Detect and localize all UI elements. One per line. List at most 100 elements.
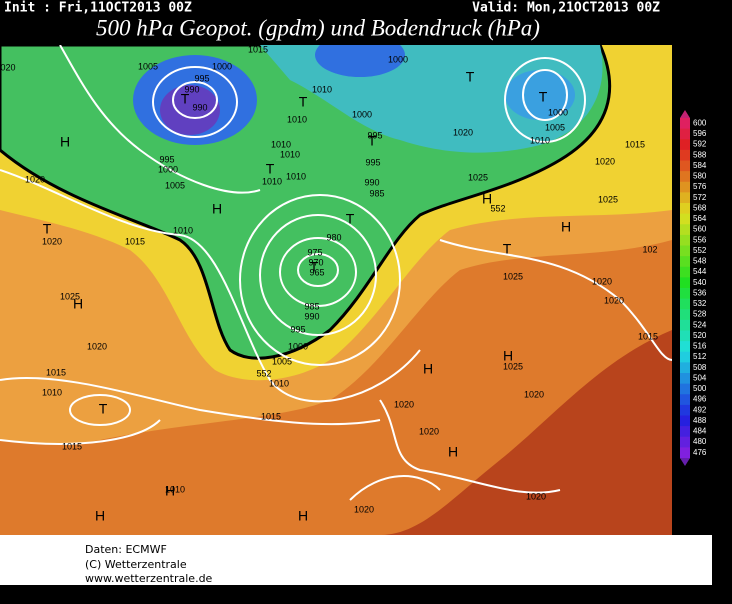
footer-line: (C) Wetterzentrale bbox=[85, 558, 187, 571]
isobar-label: 1025 bbox=[503, 271, 523, 281]
isobar-label: 1010 bbox=[165, 484, 185, 494]
colorbar-label: 480 bbox=[693, 437, 707, 446]
isobar-label: 1000 bbox=[212, 61, 232, 71]
map: 020 1005 1000995990990T10151000TT100010051… bbox=[0, 44, 672, 535]
colorbar-label: 520 bbox=[693, 331, 707, 340]
colorbar-swatch bbox=[680, 319, 690, 331]
field-purple bbox=[160, 85, 220, 135]
isobar-label: 1010 bbox=[286, 171, 306, 181]
isobar-label: 1010 bbox=[173, 225, 193, 235]
isobar-label: 1005 bbox=[272, 356, 292, 366]
colorbar-swatch bbox=[680, 224, 690, 236]
colorbar-label: 492 bbox=[693, 405, 707, 414]
colorbar-label: 476 bbox=[693, 448, 707, 457]
pressure-center: T bbox=[346, 211, 355, 227]
pressure-center: H bbox=[561, 219, 571, 235]
colorbar-swatch bbox=[680, 394, 690, 406]
isobar-label: 990 bbox=[304, 311, 319, 321]
isobar-label: 1015 bbox=[62, 441, 82, 451]
colorbar-swatch bbox=[680, 277, 690, 289]
isobar-label: 1000 bbox=[388, 54, 408, 64]
isobar-label: 1020 bbox=[354, 504, 374, 514]
isobar-label: 1020 bbox=[394, 399, 414, 409]
isobar-label: 020 bbox=[0, 62, 15, 72]
pressure-center: H bbox=[95, 508, 105, 524]
isobar-label: 1020 bbox=[42, 236, 62, 246]
map-title: 500 hPa Geopot. (gpdm) und Bodendruck (h… bbox=[96, 15, 540, 40]
colorbar-label: 568 bbox=[693, 203, 707, 212]
isobar-label: 1010 bbox=[312, 84, 332, 94]
colorbar-swatch bbox=[680, 160, 690, 172]
colorbar-label: 576 bbox=[693, 182, 707, 191]
field-blue bbox=[505, 70, 575, 120]
pressure-center: H bbox=[448, 444, 458, 460]
pressure-center: T bbox=[503, 241, 512, 257]
colorbar-label: 532 bbox=[693, 299, 707, 308]
isobar-label: 1015 bbox=[625, 139, 645, 149]
init-time: Init : Fri,11OCT2013 00Z bbox=[4, 1, 192, 16]
footer-panel bbox=[0, 535, 712, 585]
pressure-center: H bbox=[73, 296, 83, 312]
isobar-label: 1020 bbox=[419, 426, 439, 436]
isobar-label: 990 bbox=[364, 177, 379, 187]
isobar-label: 1010 bbox=[280, 149, 300, 159]
isobar-label: 552 bbox=[490, 203, 505, 213]
isobar-label: 1010 bbox=[287, 114, 307, 124]
isobar-label: 1010 bbox=[271, 139, 291, 149]
colorbar-swatch bbox=[680, 309, 690, 321]
pressure-center: H bbox=[298, 508, 308, 524]
isobar-label: 1005 bbox=[138, 61, 158, 71]
pressure-center: T bbox=[310, 259, 319, 275]
pressure-center: T bbox=[368, 133, 377, 149]
colorbar-label: 584 bbox=[693, 161, 707, 170]
isobar-label: 1025 bbox=[60, 291, 80, 301]
colorbar-swatch bbox=[680, 245, 690, 257]
pressure-center: H bbox=[482, 191, 492, 207]
colorbar-swatch bbox=[680, 362, 690, 374]
colorbar-label: 596 bbox=[693, 129, 707, 138]
colorbar-label: 484 bbox=[693, 427, 707, 436]
colorbar-cap bbox=[680, 458, 690, 466]
colorbar-label: 528 bbox=[693, 310, 707, 319]
isobar-label: 1020 bbox=[453, 127, 473, 137]
colorbar-swatch bbox=[680, 118, 690, 130]
isobar-label: 995 bbox=[367, 130, 382, 140]
colorbar-swatch bbox=[680, 149, 690, 161]
footer-line: Daten: ECMWF bbox=[85, 543, 167, 556]
isobar-label: 1000 bbox=[548, 107, 568, 117]
isobar-label: 1020 bbox=[595, 156, 615, 166]
field-blue bbox=[315, 45, 405, 77]
pressure-center: T bbox=[181, 91, 190, 107]
colorbar-swatch bbox=[680, 181, 690, 193]
colorbar-swatch bbox=[680, 234, 690, 246]
colorbar-label: 572 bbox=[693, 193, 707, 202]
isobar-label: 1015 bbox=[638, 331, 658, 341]
pressure-center: T bbox=[43, 221, 52, 237]
colorbar-label: 592 bbox=[693, 140, 707, 149]
isobar-label: 995 bbox=[194, 73, 209, 83]
colorbar-swatch bbox=[680, 171, 690, 183]
colorbar-label: 536 bbox=[693, 288, 707, 297]
isobar-label: 1015 bbox=[261, 411, 281, 421]
colorbar-label: 496 bbox=[693, 395, 707, 404]
colorbar-swatch bbox=[680, 192, 690, 204]
pressure-center: H bbox=[60, 134, 70, 150]
colorbar-swatch bbox=[680, 373, 690, 385]
colorbar-label: 540 bbox=[693, 278, 707, 287]
isobar-label: 985 bbox=[304, 301, 319, 311]
isobar-label: 1005 bbox=[165, 180, 185, 190]
isobar-label: 1020 bbox=[87, 341, 107, 351]
pressure-center: T bbox=[99, 401, 108, 417]
colorbar-label: 580 bbox=[693, 172, 707, 181]
colorbar-swatch bbox=[680, 383, 690, 395]
colorbar-swatch bbox=[680, 213, 690, 225]
pressure-center: T bbox=[299, 94, 308, 110]
colorbar-label: 552 bbox=[693, 246, 707, 255]
isobar-label: 1020 bbox=[604, 295, 624, 305]
isobar-label: 1010 bbox=[262, 176, 282, 186]
pressure-center: T bbox=[466, 69, 475, 85]
pressure-center: H bbox=[165, 483, 175, 499]
colorbar-swatch bbox=[680, 341, 690, 353]
isobar-label: 1000 bbox=[288, 341, 308, 351]
